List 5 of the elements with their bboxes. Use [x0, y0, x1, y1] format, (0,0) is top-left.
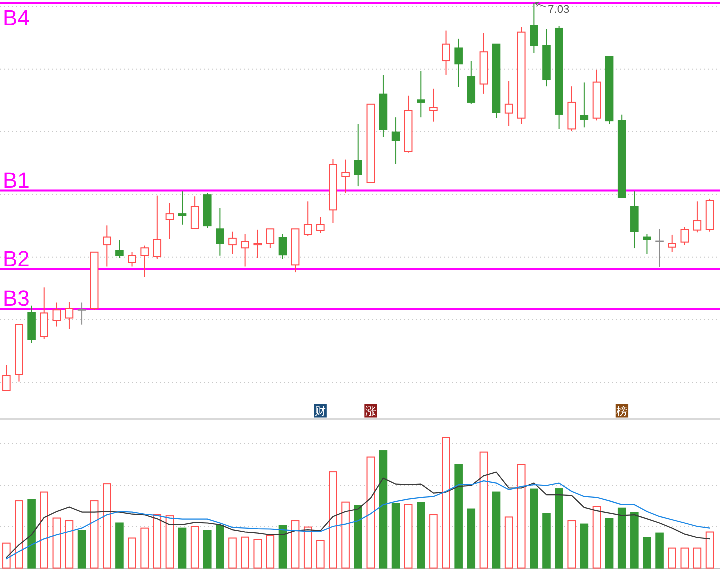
annotation: 7.03: [548, 4, 570, 16]
annotation: 7.03: [534, 2, 570, 16]
annotation: 涨: [364, 404, 378, 418]
annotation: 榜: [615, 404, 629, 418]
annotation: 财: [314, 404, 328, 418]
